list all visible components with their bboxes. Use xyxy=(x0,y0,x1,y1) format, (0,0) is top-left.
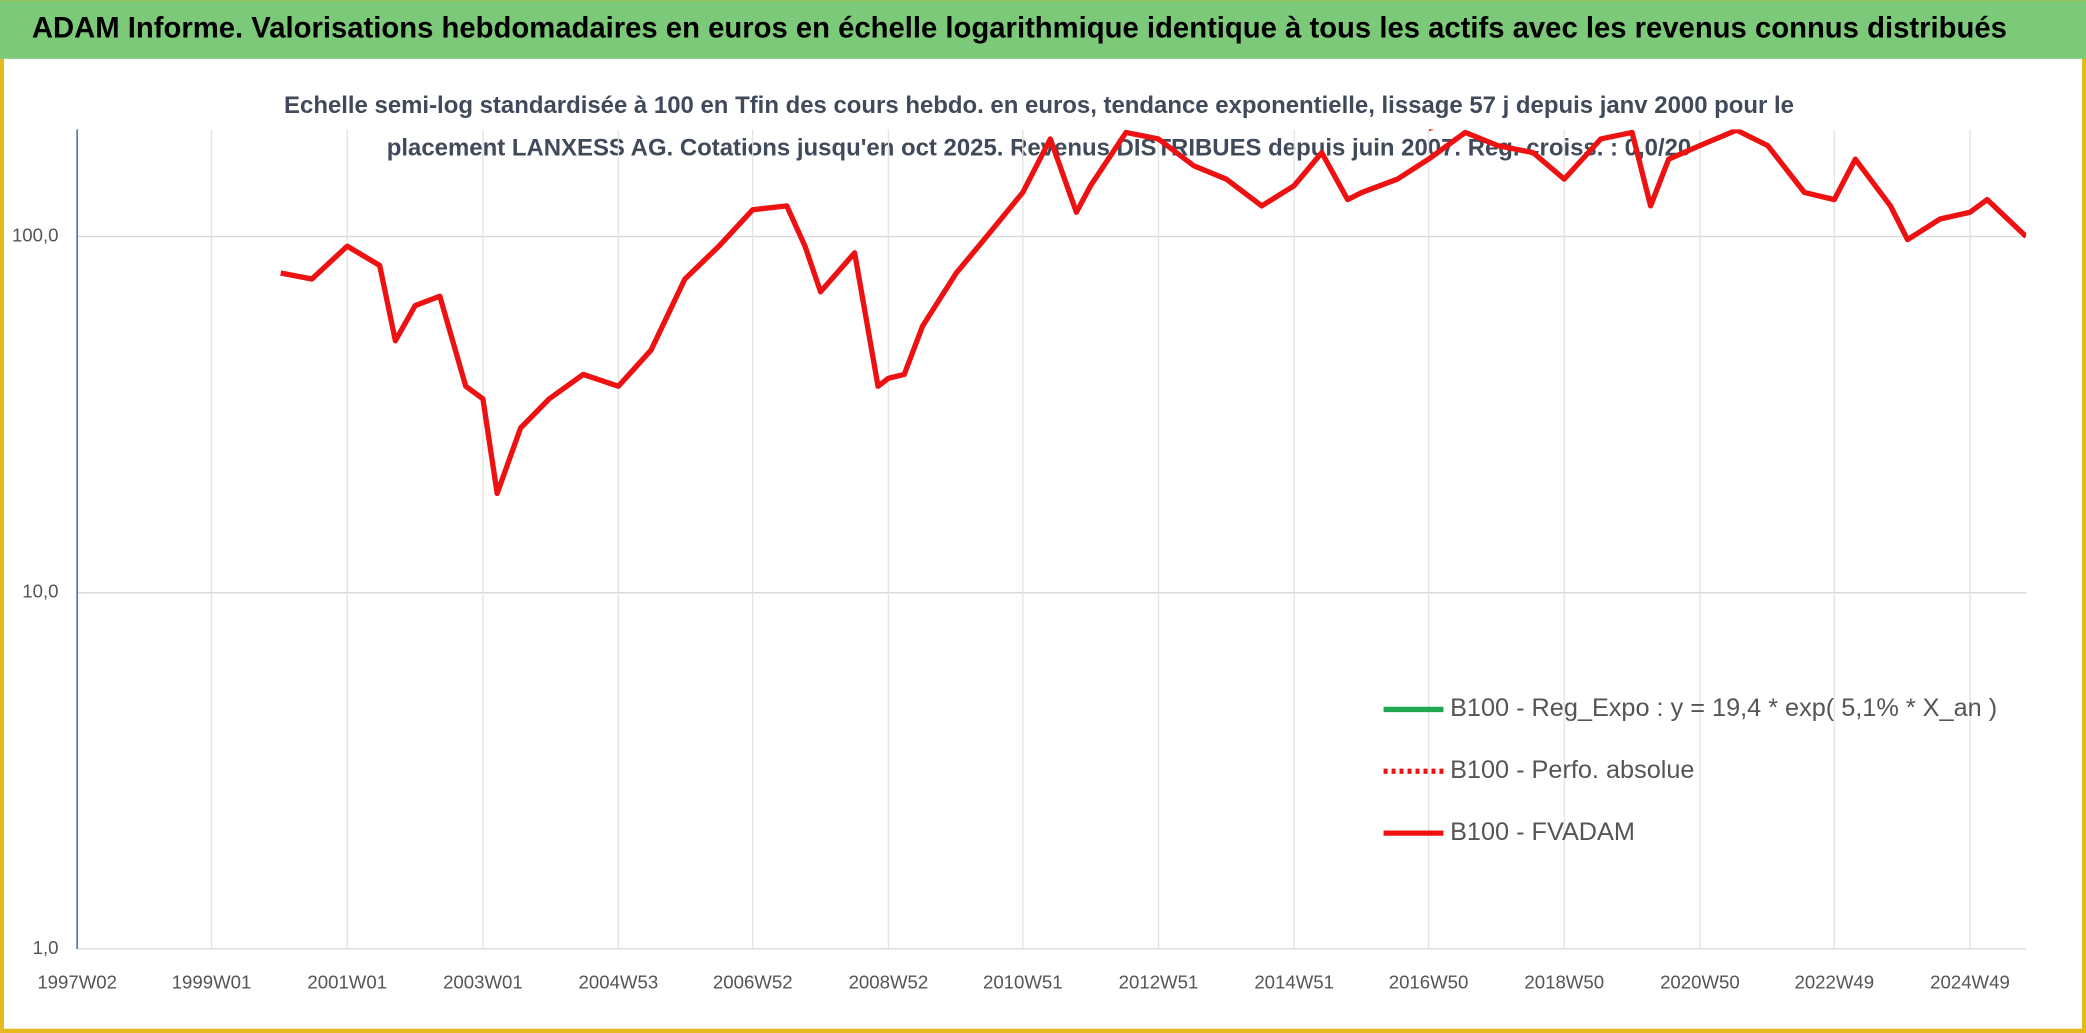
x-tick-label: 2004W53 xyxy=(579,971,659,992)
series-line xyxy=(280,129,2027,497)
x-tick-label: 2006W52 xyxy=(713,971,793,992)
legend-label: B100 - Reg_Expo : y = 19,4 * exp( 5,1% *… xyxy=(1450,694,1997,722)
x-tick-label: 2018W50 xyxy=(1524,971,1604,992)
x-tick-label: 2020W50 xyxy=(1660,971,1740,992)
x-tick-label: 2003W01 xyxy=(443,971,523,992)
x-tick-label: 2008W52 xyxy=(849,971,929,992)
x-tick-label: 2012W51 xyxy=(1119,971,1199,992)
x-tick-label: 2016W50 xyxy=(1389,971,1469,992)
x-tick-label: 1999W01 xyxy=(172,971,252,992)
x-tick-label: 1997W02 xyxy=(37,971,117,992)
subtitle: Echelle semi-log standardisée à 100 en T… xyxy=(284,92,1794,119)
y-tick-label: 1,0 xyxy=(33,937,59,958)
plot-area xyxy=(280,129,2027,497)
x-tick-label: 2014W51 xyxy=(1254,971,1334,992)
legend-label: B100 - Perfo. absolue xyxy=(1450,756,1694,784)
title-bar xyxy=(0,0,2086,59)
x-tick-label: 2022W49 xyxy=(1794,971,1874,992)
y-tick-label: 10,0 xyxy=(22,581,58,602)
x-tick-label: 2024W49 xyxy=(1930,971,2010,992)
y-tick-label: 100,0 xyxy=(12,224,59,245)
x-tick-label: 2010W51 xyxy=(983,971,1063,992)
chart-title: ADAM Informe. Valorisations hebdomadaire… xyxy=(32,12,2007,44)
x-tick-label: 2001W01 xyxy=(307,971,387,992)
legend-label: B100 - FVADAM xyxy=(1450,818,1635,846)
